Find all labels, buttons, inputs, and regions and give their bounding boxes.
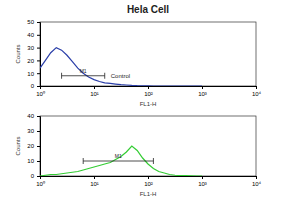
panel: 10⁰ 10¹ 10² 10³ 10⁴ 0 10 20 30 40 50 FL1-H Counts M1 C… (15, 19, 262, 107)
figure: 10⁰ 10¹ 10² 10³ 10⁴ 0 10 20 30 40 50 FL1-H Counts M1 C… (0, 0, 300, 200)
y-tick-mark (37, 22, 40, 23)
chart-title: Hela Cell (127, 4, 169, 15)
x-axis-line (41, 177, 257, 180)
y-tick: 20 (27, 143, 40, 149)
x-tick-mark (202, 86, 203, 89)
annotation: Control (111, 73, 130, 79)
x-tick-mark (256, 86, 257, 89)
y-axis-line (37, 23, 41, 87)
x-tick-label: 10⁴ (252, 181, 262, 187)
x-tick-label: 10¹ (90, 181, 99, 187)
y-tick: 10 (27, 158, 40, 164)
x-axis: 10⁰ 10¹ 10² 10³ 10⁴ (36, 86, 261, 97)
y-tick-label: 40 (27, 32, 34, 38)
gate-label: M1 (80, 68, 87, 74)
x-tick-label: 10² (144, 181, 153, 187)
y-tick-label: 20 (27, 58, 34, 64)
x-tick: 10² (144, 86, 153, 97)
plot-area (40, 48, 202, 86)
y-tick-mark (37, 60, 40, 61)
x-tick: 10¹ (90, 86, 99, 97)
y-tick-label: 0 (31, 83, 35, 89)
x-tick-label: 10⁴ (252, 91, 262, 97)
x-tick: 10² (144, 176, 153, 187)
panel: 10⁰ 10¹ 10² 10³ 10⁴ 0 10 20 30 40 FL1-H Counts M1 (15, 113, 262, 197)
x-tick-label: 10⁰ (36, 180, 45, 187)
x-tick: 10³ (198, 86, 207, 97)
y-tick: 40 (27, 32, 40, 38)
plot-area (40, 146, 202, 176)
plot-frame (40, 116, 256, 176)
y-axis: 0 10 20 30 40 (27, 113, 40, 179)
y-tick-label: 40 (27, 113, 34, 119)
histogram-line (40, 48, 202, 86)
x-tick-label: 10³ (198, 91, 207, 97)
y-tick-mark (37, 146, 40, 147)
x-tick: 10³ (198, 176, 207, 187)
y-tick-mark (37, 48, 40, 49)
x-tick-mark (202, 176, 203, 179)
y-tick-mark (37, 176, 40, 177)
y-axis-line (37, 117, 41, 177)
y-tick: 20 (27, 58, 40, 64)
x-tick-label: 10⁰ (36, 90, 45, 97)
x-tick: 10⁰ (36, 86, 45, 97)
y-axis: 0 10 20 30 40 50 (27, 19, 40, 89)
x-tick-mark (256, 176, 257, 179)
y-tick-mark (37, 131, 40, 132)
y-tick-label: 10 (27, 158, 34, 164)
y-axis-title: Counts (15, 44, 21, 63)
x-tick-mark (148, 86, 149, 89)
x-axis-line (41, 87, 257, 90)
x-tick: 10⁴ (252, 86, 262, 97)
y-tick-mark (37, 116, 40, 117)
x-tick: 10⁴ (252, 176, 262, 187)
y-tick-label: 0 (31, 173, 35, 179)
x-axis-title: FL1-H (140, 191, 157, 197)
x-tick-mark (148, 176, 149, 179)
y-tick-label: 20 (27, 143, 34, 149)
x-tick-mark (94, 176, 95, 179)
y-tick-mark (37, 86, 40, 87)
x-tick: 10⁰ (36, 176, 45, 187)
y-tick: 0 (31, 83, 40, 89)
y-tick-label: 50 (27, 19, 34, 25)
y-tick: 50 (27, 19, 40, 25)
x-tick-label: 10² (144, 91, 153, 97)
y-tick: 30 (27, 128, 40, 134)
x-tick-mark (94, 86, 95, 89)
plot-frame (40, 22, 256, 86)
y-tick: 30 (27, 45, 40, 51)
y-axis-title: Counts (15, 136, 21, 155)
y-tick-mark (37, 73, 40, 74)
x-tick-label: 10³ (198, 181, 207, 187)
gate-label: M1 (115, 153, 122, 159)
y-tick: 0 (31, 173, 40, 179)
y-tick: 40 (27, 113, 40, 119)
y-tick-label: 30 (27, 128, 34, 134)
x-axis: 10⁰ 10¹ 10² 10³ 10⁴ (36, 176, 261, 187)
x-tick-label: 10¹ (90, 91, 99, 97)
y-tick-label: 30 (27, 45, 34, 51)
y-tick-mark (37, 35, 40, 36)
x-tick: 10¹ (90, 176, 99, 187)
y-tick-mark (37, 161, 40, 162)
y-tick: 10 (27, 71, 40, 77)
histogram-line (40, 146, 202, 176)
y-tick-label: 10 (27, 71, 34, 77)
x-axis-title: FL1-H (140, 101, 157, 107)
